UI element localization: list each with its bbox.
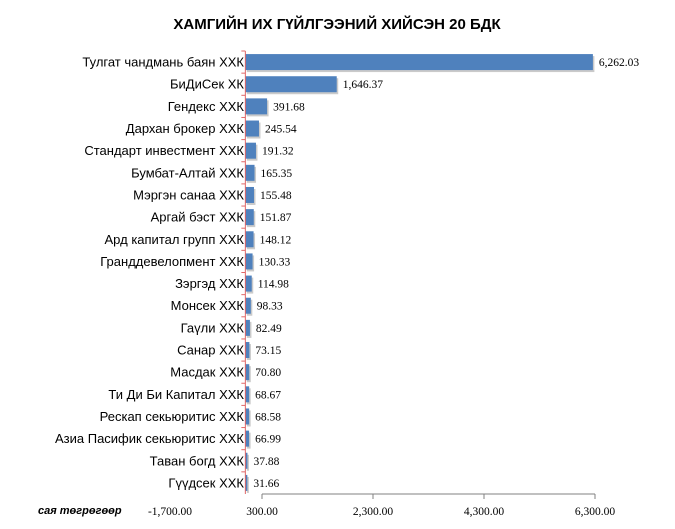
category-label: Гаүли ХХК [181, 320, 245, 335]
bar [245, 231, 254, 248]
bar [245, 54, 593, 71]
category-label: Мэргэн санаа ХХК [133, 187, 244, 202]
data-label: 68.58 [255, 411, 281, 423]
data-label: 1,646.37 [343, 79, 384, 91]
bar [245, 98, 268, 115]
bar [245, 319, 250, 336]
bar [245, 120, 259, 137]
category-label: Рескап секьюритис ХХК [100, 409, 245, 424]
data-label: 6,262.03 [599, 57, 640, 69]
category-label: БиДиСек ХК [170, 77, 244, 92]
bar [245, 430, 250, 447]
data-label: 148.12 [260, 234, 292, 246]
bar [245, 342, 250, 359]
category-label: Аргай бэст ХХК [151, 210, 245, 225]
bar [245, 474, 248, 491]
data-label: 73.15 [255, 345, 281, 357]
category-label: Бумбат-Алтай ХХК [131, 165, 244, 180]
category-label: Тулгат чандмань баян ХХК [82, 55, 244, 70]
category-label: Таван богд ХХК [150, 453, 245, 468]
bar [245, 297, 251, 314]
unit-label: сая төгрөгөөр [38, 505, 122, 517]
data-label: 98.33 [257, 301, 283, 313]
bar [245, 253, 253, 270]
data-label: 391.68 [273, 101, 305, 113]
data-label: 82.49 [256, 323, 282, 335]
data-label: 165.35 [261, 168, 293, 180]
x-tick-label: -1,700.00 [148, 506, 192, 518]
bar [245, 186, 254, 203]
category-label: Зэргэд ХХК [175, 276, 244, 291]
category-label: Азиа Пасифик секьюритис ХХК [55, 431, 244, 446]
bar [245, 275, 252, 292]
category-label: Стандарт инвестмент ХХК [84, 143, 244, 158]
bar [245, 164, 255, 181]
bar [245, 76, 337, 93]
data-label: 151.87 [260, 212, 292, 224]
bar [245, 364, 250, 381]
bar-shadow [246, 454, 249, 471]
bar [245, 386, 250, 403]
category-label: Гранддевелопмент ХХК [100, 254, 244, 269]
data-label: 68.67 [255, 389, 281, 401]
x-tick-label: 4,300.00 [464, 506, 505, 518]
data-label: 245.54 [265, 124, 297, 136]
category-label: Гендекс ХХК [168, 99, 245, 114]
x-tick-label: 6,300.00 [575, 506, 616, 518]
category-label: Дархан брокер ХХК [126, 121, 245, 136]
data-label: 191.32 [262, 146, 294, 158]
x-tick-label: 2,300.00 [353, 506, 394, 518]
category-label: Ард капитал групп ХХК [105, 232, 245, 247]
data-label: 66.99 [255, 434, 281, 446]
data-label: 31.66 [253, 478, 279, 490]
x-tick-label: 300.00 [246, 506, 278, 518]
bar [245, 408, 250, 425]
bar [245, 452, 248, 469]
bar [245, 209, 254, 226]
data-label: 130.33 [259, 256, 291, 268]
bar [245, 142, 256, 159]
data-label: 155.48 [260, 190, 292, 202]
category-label: Гүүдсек ХХК [168, 475, 244, 490]
data-label: 37.88 [253, 456, 279, 468]
category-label: Ти Ди Би Капитал ХХК [108, 387, 244, 402]
category-label: Масдак ХХК [170, 365, 244, 380]
data-label: 70.80 [255, 367, 281, 379]
data-label: 114.98 [258, 279, 289, 291]
category-label: Монсек ХХК [171, 298, 245, 313]
chart-title: ХАМГИЙН ИХ ГҮЙЛГЭЭНИЙ ХИЙСЭН 20 БДК [173, 15, 501, 33]
bar-shadow [246, 476, 249, 493]
category-label: Санар ХХК [177, 343, 244, 358]
